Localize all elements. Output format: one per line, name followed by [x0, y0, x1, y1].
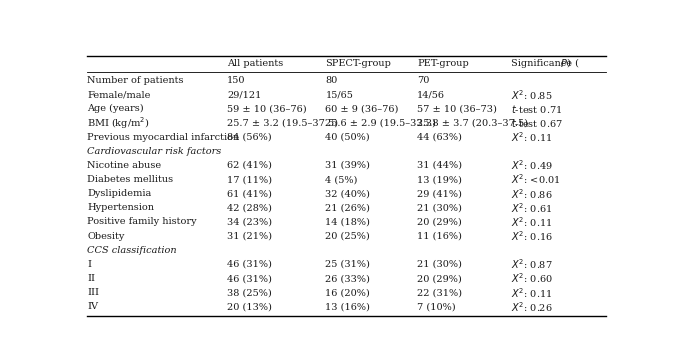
- Text: 31 (44%): 31 (44%): [417, 161, 462, 170]
- Text: 22 (31%): 22 (31%): [417, 288, 462, 297]
- Text: Female/male: Female/male: [87, 90, 151, 99]
- Text: Previous myocardial infarction: Previous myocardial infarction: [87, 133, 239, 142]
- Text: IV: IV: [87, 302, 98, 311]
- Text: 15/65: 15/65: [326, 90, 354, 99]
- Text: 11 (16%): 11 (16%): [417, 231, 462, 240]
- Text: $X^2$: <0.01: $X^2$: <0.01: [512, 173, 561, 186]
- Text: 42 (28%): 42 (28%): [227, 203, 272, 212]
- Text: I: I: [87, 260, 91, 269]
- Text: 57 ± 10 (36–73): 57 ± 10 (36–73): [417, 104, 497, 113]
- Text: $t$-test 0.71: $t$-test 0.71: [512, 103, 562, 115]
- Text: 38 (25%): 38 (25%): [227, 288, 272, 297]
- Text: 29/121: 29/121: [227, 90, 262, 99]
- Text: 25.8 ± 3.7 (20.3–37.5): 25.8 ± 3.7 (20.3–37.5): [417, 118, 528, 127]
- Text: Nicotine abuse: Nicotine abuse: [87, 161, 162, 170]
- Text: 31 (39%): 31 (39%): [326, 161, 370, 170]
- Text: 31 (21%): 31 (21%): [227, 231, 272, 240]
- Text: $X^2$: 0.85: $X^2$: 0.85: [512, 88, 553, 102]
- Text: 20 (25%): 20 (25%): [326, 231, 370, 240]
- Text: SPECT-group: SPECT-group: [326, 59, 391, 68]
- Text: $X^2$: 0.49: $X^2$: 0.49: [512, 158, 554, 172]
- Text: 44 (63%): 44 (63%): [417, 133, 462, 142]
- Text: All patients: All patients: [227, 59, 283, 68]
- Text: 150: 150: [227, 76, 245, 85]
- Text: $t$-test 0.67: $t$-test 0.67: [512, 117, 563, 129]
- Text: 40 (50%): 40 (50%): [326, 133, 370, 142]
- Text: 20 (29%): 20 (29%): [417, 217, 462, 226]
- Text: Diabetes mellitus: Diabetes mellitus: [87, 175, 173, 184]
- Text: 34 (23%): 34 (23%): [227, 217, 272, 226]
- Text: $P$: $P$: [560, 57, 568, 69]
- Text: 16 (20%): 16 (20%): [326, 288, 370, 297]
- Text: 13 (19%): 13 (19%): [417, 175, 462, 184]
- Text: 60 ± 9 (36–76): 60 ± 9 (36–76): [326, 104, 399, 113]
- Text: 20 (13%): 20 (13%): [227, 302, 272, 311]
- Text: 32 (40%): 32 (40%): [326, 189, 370, 198]
- Text: 62 (41%): 62 (41%): [227, 161, 272, 170]
- Text: 13 (16%): 13 (16%): [326, 302, 370, 311]
- Text: III: III: [87, 288, 99, 297]
- Text: 21 (30%): 21 (30%): [417, 260, 462, 269]
- Text: Significance (: Significance (: [512, 59, 579, 68]
- Text: 21 (30%): 21 (30%): [417, 203, 462, 212]
- Text: $X^2$: 0.26: $X^2$: 0.26: [512, 300, 553, 314]
- Text: 25 (31%): 25 (31%): [326, 260, 370, 269]
- Text: 17 (11%): 17 (11%): [227, 175, 272, 184]
- Text: CCS classification: CCS classification: [87, 246, 176, 255]
- Text: $X^2$: 0.11: $X^2$: 0.11: [512, 215, 553, 229]
- Text: $X^2$: 0.61: $X^2$: 0.61: [512, 201, 553, 215]
- Text: 59 ± 10 (36–76): 59 ± 10 (36–76): [227, 104, 307, 113]
- Text: 7 (10%): 7 (10%): [417, 302, 456, 311]
- Text: Age (years): Age (years): [87, 104, 144, 113]
- Text: BMI (kg/m$^2$): BMI (kg/m$^2$): [87, 115, 149, 131]
- Text: $X^2$: 0.11: $X^2$: 0.11: [512, 130, 553, 144]
- Text: 14 (18%): 14 (18%): [326, 217, 370, 226]
- Text: Dyslipidemia: Dyslipidemia: [87, 189, 151, 198]
- Text: 84 (56%): 84 (56%): [227, 133, 272, 142]
- Text: $X^2$: 0.16: $X^2$: 0.16: [512, 229, 554, 243]
- Text: Number of patients: Number of patients: [87, 76, 184, 85]
- Text: 20 (29%): 20 (29%): [417, 274, 462, 283]
- Text: 29 (41%): 29 (41%): [417, 189, 462, 198]
- Text: Obesity: Obesity: [87, 231, 124, 240]
- Text: $X^2$: 0.87: $X^2$: 0.87: [512, 257, 553, 271]
- Text: $X^2$: 0.11: $X^2$: 0.11: [512, 286, 553, 300]
- Text: 61 (41%): 61 (41%): [227, 189, 272, 198]
- Text: PET-group: PET-group: [417, 59, 469, 68]
- Text: 25.6 ± 2.9 (19.5–33.3): 25.6 ± 2.9 (19.5–33.3): [326, 118, 437, 127]
- Text: II: II: [87, 274, 95, 283]
- Text: 21 (26%): 21 (26%): [326, 203, 370, 212]
- Text: $X^2$: 0.86: $X^2$: 0.86: [512, 187, 553, 201]
- Text: Cardiovascular risk factors: Cardiovascular risk factors: [87, 147, 221, 156]
- Text: 14/56: 14/56: [417, 90, 445, 99]
- Text: Positive family history: Positive family history: [87, 217, 197, 226]
- Text: 26 (33%): 26 (33%): [326, 274, 370, 283]
- Text: Hypertension: Hypertension: [87, 203, 154, 212]
- Text: 70: 70: [417, 76, 429, 85]
- Text: $X^2$: 0.60: $X^2$: 0.60: [512, 272, 554, 285]
- Text: 46 (31%): 46 (31%): [227, 274, 272, 283]
- Text: 4 (5%): 4 (5%): [326, 175, 358, 184]
- Text: 80: 80: [326, 76, 338, 85]
- Text: 25.7 ± 3.2 (19.5–37.5): 25.7 ± 3.2 (19.5–37.5): [227, 118, 338, 127]
- Text: ): ): [566, 59, 570, 68]
- Text: 46 (31%): 46 (31%): [227, 260, 272, 269]
